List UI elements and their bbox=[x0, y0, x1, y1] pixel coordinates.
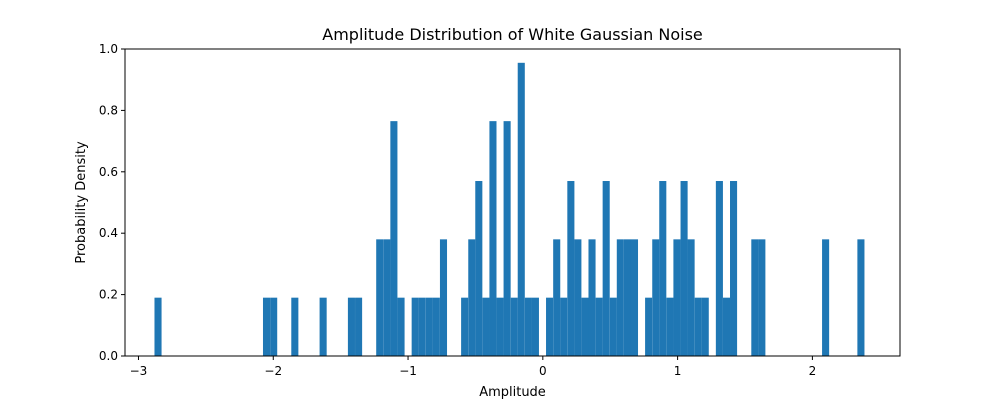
y-tick-label: 0.8 bbox=[99, 103, 118, 117]
histogram-bar-17 bbox=[468, 239, 476, 356]
histogram-bar-24 bbox=[517, 62, 525, 357]
histogram-bar-1 bbox=[262, 297, 271, 356]
x-tick-label: −1 bbox=[399, 364, 417, 378]
histogram-bar-43 bbox=[666, 297, 674, 356]
histogram-bar-29 bbox=[560, 297, 568, 356]
histogram-bar-6 bbox=[355, 297, 363, 356]
histogram-bar-44 bbox=[673, 239, 681, 356]
histogram-bar-16 bbox=[461, 297, 469, 356]
histogram-bar-21 bbox=[496, 297, 504, 356]
histogram-bar-28 bbox=[553, 239, 561, 356]
histogram-bar-46 bbox=[687, 239, 695, 356]
histogram-bar-35 bbox=[602, 181, 610, 356]
histogram-bar-50 bbox=[723, 297, 731, 356]
bars-group bbox=[154, 62, 865, 357]
histogram-bar-53 bbox=[758, 239, 766, 356]
x-tick-label: −3 bbox=[130, 364, 148, 378]
histogram-bar-2 bbox=[270, 297, 278, 356]
histogram-bar-18 bbox=[475, 181, 483, 356]
histogram-bar-52 bbox=[751, 239, 759, 356]
histogram-bar-27 bbox=[546, 297, 554, 356]
y-tick-label: 1.0 bbox=[99, 42, 118, 56]
histogram-bar-36 bbox=[609, 297, 617, 356]
histogram-bar-12 bbox=[418, 297, 426, 356]
histogram-bar-13 bbox=[425, 297, 433, 356]
histogram-bar-7 bbox=[376, 239, 384, 356]
histogram-bar-47 bbox=[694, 297, 702, 356]
histogram-bar-51 bbox=[730, 181, 738, 356]
histogram-bar-15 bbox=[439, 239, 448, 356]
histogram-bar-3 bbox=[291, 297, 299, 356]
y-tick-label: 0.6 bbox=[99, 165, 118, 179]
x-tick-label: 2 bbox=[809, 364, 817, 378]
chart-title: Amplitude Distribution of White Gaussian… bbox=[322, 25, 703, 44]
histogram-bar-5 bbox=[347, 297, 355, 356]
histogram-bar-31 bbox=[574, 239, 582, 356]
histogram-bar-20 bbox=[489, 121, 497, 356]
histogram-bar-48 bbox=[701, 297, 709, 356]
histogram-bar-38 bbox=[623, 239, 632, 356]
histogram-bar-11 bbox=[411, 297, 419, 356]
histogram-bar-34 bbox=[595, 297, 603, 356]
histogram-bar-42 bbox=[659, 181, 667, 356]
histogram-bar-41 bbox=[652, 239, 660, 356]
histogram-bar-45 bbox=[680, 181, 688, 356]
x-axis-ticks: −3 −2 −1 0 1 2 bbox=[130, 356, 817, 378]
histogram-bar-9 bbox=[390, 121, 398, 356]
histogram-bar-4 bbox=[319, 297, 327, 356]
y-axis-label: Probability Density bbox=[74, 141, 89, 264]
histogram-bar-40 bbox=[645, 297, 653, 356]
y-tick-label: 0.4 bbox=[99, 226, 118, 240]
histogram-bar-32 bbox=[581, 297, 589, 356]
histogram-bar-19 bbox=[482, 297, 490, 356]
histogram-bar-30 bbox=[567, 181, 575, 356]
histogram-bar-22 bbox=[503, 121, 511, 356]
y-tick-label: 0.2 bbox=[99, 288, 118, 302]
histogram-bar-0 bbox=[154, 297, 162, 356]
histogram-bar-33 bbox=[588, 239, 596, 356]
histogram-bar-14 bbox=[432, 297, 440, 356]
histogram-bar-10 bbox=[397, 297, 405, 356]
histogram-bar-23 bbox=[510, 297, 518, 356]
histogram-bar-26 bbox=[531, 297, 539, 356]
histogram-bar-55 bbox=[857, 239, 865, 356]
histogram-bar-49 bbox=[715, 181, 723, 356]
y-tick-label: 0.0 bbox=[99, 349, 118, 363]
x-tick-label: 1 bbox=[674, 364, 682, 378]
x-tick-label: −2 bbox=[264, 364, 282, 378]
x-tick-label: 0 bbox=[539, 364, 547, 378]
x-axis-label: Amplitude bbox=[479, 385, 546, 400]
histogram-bar-54 bbox=[822, 239, 830, 356]
plot-frame bbox=[124, 48, 901, 357]
histogram-bar-39 bbox=[630, 239, 639, 356]
histogram-bar-25 bbox=[524, 297, 532, 356]
histogram-bar-37 bbox=[616, 239, 624, 356]
histogram-bar-8 bbox=[383, 239, 391, 356]
y-axis-ticks: 0.0 0.2 0.4 0.6 0.8 1.0 bbox=[99, 42, 125, 363]
